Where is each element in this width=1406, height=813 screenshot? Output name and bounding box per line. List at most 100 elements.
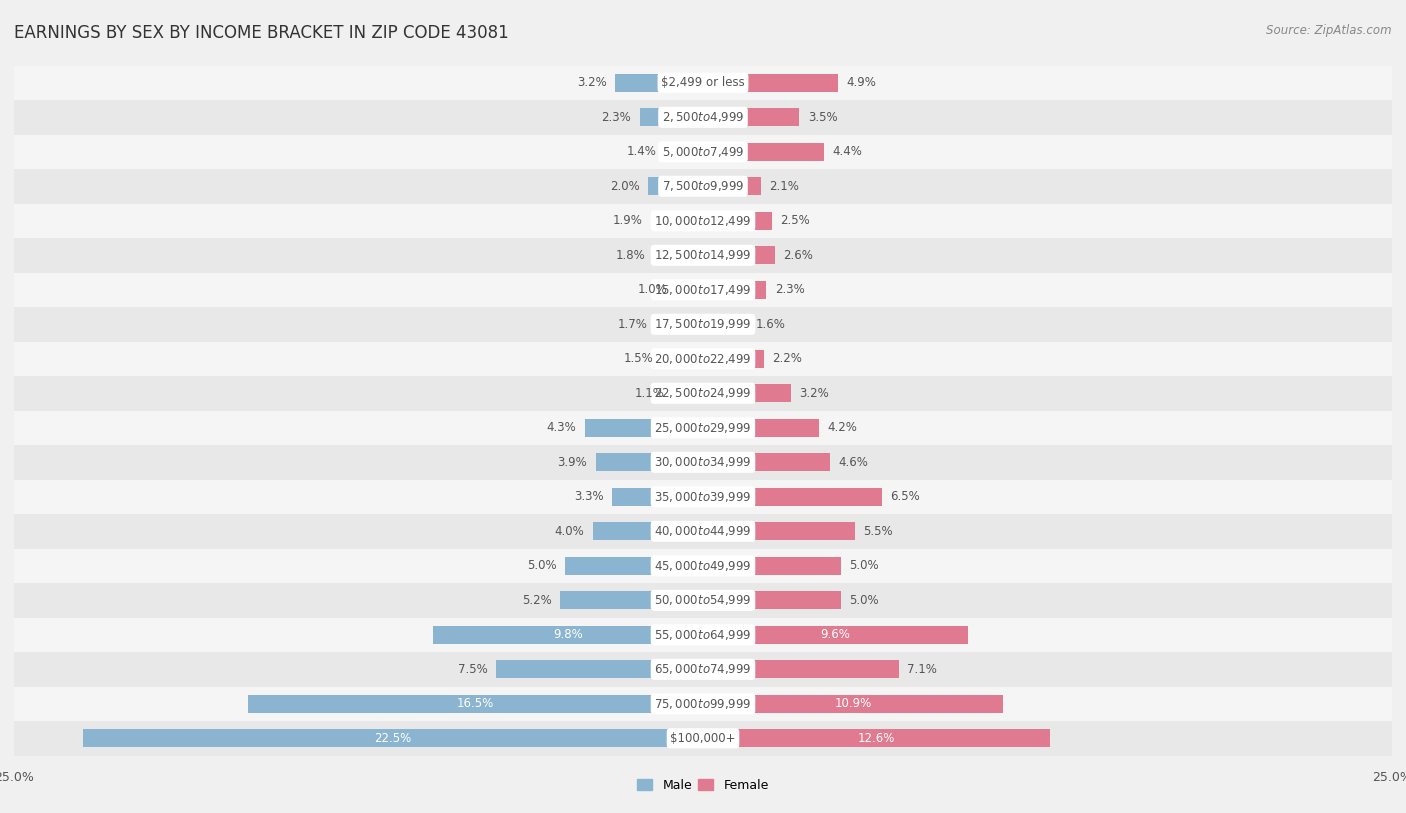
Bar (14, 341, 1392, 376)
Text: 2.5%: 2.5% (780, 215, 810, 228)
Text: 3.9%: 3.9% (558, 456, 588, 469)
Bar (703, 591, 841, 609)
Bar (703, 523, 855, 541)
Bar (14, 583, 1392, 618)
Bar (560, 591, 703, 609)
Text: $17,500 to $19,999: $17,500 to $19,999 (654, 317, 752, 332)
Text: EARNINGS BY SEX BY INCOME BRACKET IN ZIP CODE 43081: EARNINGS BY SEX BY INCOME BRACKET IN ZIP… (14, 24, 509, 42)
Bar (593, 523, 703, 541)
Text: $22,500 to $24,999: $22,500 to $24,999 (654, 386, 752, 400)
Text: 5.0%: 5.0% (849, 559, 879, 572)
Text: $20,000 to $22,499: $20,000 to $22,499 (654, 352, 752, 366)
Text: 2.6%: 2.6% (783, 249, 813, 262)
Text: $2,499 or less: $2,499 or less (661, 76, 745, 89)
Bar (433, 626, 703, 644)
Bar (703, 626, 967, 644)
Text: 2.1%: 2.1% (769, 180, 799, 193)
Bar (14, 376, 1392, 411)
Text: 3.3%: 3.3% (574, 490, 603, 503)
Text: 1.1%: 1.1% (634, 387, 665, 400)
Text: $50,000 to $54,999: $50,000 to $54,999 (654, 593, 752, 607)
Text: 1.9%: 1.9% (613, 215, 643, 228)
Bar (703, 212, 772, 230)
Text: 4.9%: 4.9% (846, 76, 876, 89)
Text: 3.5%: 3.5% (807, 111, 838, 124)
Bar (657, 315, 703, 333)
Text: 4.0%: 4.0% (555, 525, 585, 538)
Text: 9.6%: 9.6% (820, 628, 851, 641)
Bar (14, 272, 1392, 307)
Text: 2.2%: 2.2% (772, 352, 801, 365)
Text: 4.2%: 4.2% (827, 421, 856, 434)
Bar (703, 246, 775, 264)
Bar (703, 315, 747, 333)
Legend: Male, Female: Male, Female (633, 774, 773, 797)
Bar (703, 729, 1050, 747)
Bar (14, 411, 1392, 445)
Bar (703, 385, 792, 402)
Text: 4.6%: 4.6% (838, 456, 868, 469)
Text: 7.1%: 7.1% (907, 663, 936, 676)
Bar (703, 419, 818, 437)
Text: $12,500 to $14,999: $12,500 to $14,999 (654, 248, 752, 263)
Bar (703, 695, 1004, 713)
Bar (703, 660, 898, 678)
Bar (14, 169, 1392, 203)
Text: 4.4%: 4.4% (832, 146, 862, 159)
Bar (612, 488, 703, 506)
Text: $10,000 to $12,499: $10,000 to $12,499 (654, 214, 752, 228)
Text: 5.5%: 5.5% (863, 525, 893, 538)
Text: 9.8%: 9.8% (553, 628, 583, 641)
Text: $40,000 to $44,999: $40,000 to $44,999 (654, 524, 752, 538)
Bar (596, 454, 703, 472)
Text: 2.3%: 2.3% (775, 283, 804, 296)
Bar (703, 454, 830, 472)
Text: 3.2%: 3.2% (800, 387, 830, 400)
Bar (14, 618, 1392, 652)
Bar (585, 419, 703, 437)
Text: $25,000 to $29,999: $25,000 to $29,999 (654, 421, 752, 435)
Text: 4.3%: 4.3% (547, 421, 576, 434)
Bar (565, 557, 703, 575)
Bar (675, 280, 703, 298)
Text: 10.9%: 10.9% (835, 698, 872, 711)
Bar (703, 280, 766, 298)
Bar (14, 100, 1392, 134)
Bar (14, 687, 1392, 721)
Text: 16.5%: 16.5% (457, 698, 495, 711)
Text: 3.2%: 3.2% (576, 76, 606, 89)
Bar (14, 721, 1392, 755)
Bar (703, 74, 838, 92)
Bar (249, 695, 703, 713)
Bar (14, 549, 1392, 583)
Text: 1.4%: 1.4% (626, 146, 657, 159)
Text: 7.5%: 7.5% (458, 663, 488, 676)
Bar (14, 203, 1392, 238)
Text: $55,000 to $64,999: $55,000 to $64,999 (654, 628, 752, 641)
Text: $75,000 to $99,999: $75,000 to $99,999 (654, 697, 752, 711)
Text: $45,000 to $49,999: $45,000 to $49,999 (654, 559, 752, 573)
Text: $100,000+: $100,000+ (671, 732, 735, 745)
Bar (14, 66, 1392, 100)
Bar (640, 108, 703, 126)
Text: 1.0%: 1.0% (637, 283, 668, 296)
Bar (14, 445, 1392, 480)
Text: $30,000 to $34,999: $30,000 to $34,999 (654, 455, 752, 469)
Text: 1.5%: 1.5% (624, 352, 654, 365)
Text: $15,000 to $17,499: $15,000 to $17,499 (654, 283, 752, 297)
Text: 5.0%: 5.0% (849, 593, 879, 606)
Bar (496, 660, 703, 678)
Bar (14, 514, 1392, 549)
Text: 5.0%: 5.0% (527, 559, 557, 572)
Bar (14, 652, 1392, 687)
Text: 2.3%: 2.3% (602, 111, 631, 124)
Bar (703, 488, 882, 506)
Bar (14, 307, 1392, 341)
Text: 1.8%: 1.8% (616, 249, 645, 262)
Text: $5,000 to $7,499: $5,000 to $7,499 (662, 145, 744, 159)
Text: 22.5%: 22.5% (374, 732, 412, 745)
Text: $35,000 to $39,999: $35,000 to $39,999 (654, 489, 752, 504)
Text: $7,500 to $9,999: $7,500 to $9,999 (662, 180, 744, 193)
Bar (703, 557, 841, 575)
Bar (83, 729, 703, 747)
